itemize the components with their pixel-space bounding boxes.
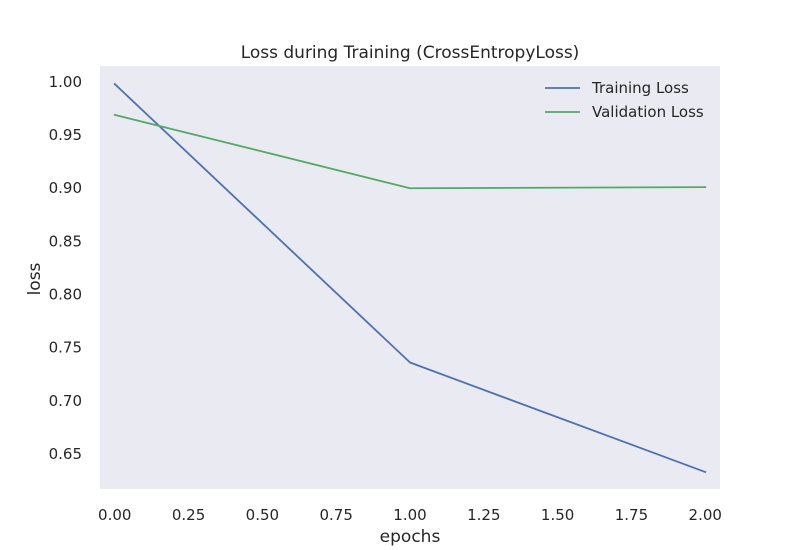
y-tick-label: 0.85	[49, 232, 82, 250]
plot-area	[100, 66, 720, 489]
y-tick-label: 0.65	[49, 445, 82, 463]
y-tick-label: 0.75	[49, 339, 82, 357]
x-tick-label: 1.75	[615, 506, 648, 524]
x-tick-label: 1.00	[393, 506, 426, 524]
y-tick-label: 0.70	[49, 392, 82, 410]
y-tick-label: 0.90	[49, 179, 82, 197]
y-axis-ticks: 0.65 0.70 0.75 0.80 0.85 0.90 0.95 1.00	[49, 73, 82, 463]
chart-title: Loss during Training (CrossEntropyLoss)	[241, 43, 580, 63]
y-axis-label: loss	[25, 262, 45, 295]
x-tick-label: 0.75	[319, 506, 352, 524]
series-layer	[113, 82, 707, 474]
x-tick-label: 0.50	[246, 506, 279, 524]
x-axis-ticks: 0.00 0.25 0.50 0.75 1.00 1.25 1.50 1.75 2.00	[98, 506, 722, 524]
x-tick-label: 1.50	[541, 506, 574, 524]
y-tick-label: 0.80	[49, 286, 82, 304]
x-axis-label: epochs	[380, 527, 441, 547]
legend: Training Loss Validation Loss	[545, 79, 704, 121]
x-tick-label: 0.25	[172, 506, 205, 524]
x-tick-label: 0.00	[98, 506, 131, 524]
series-line-training-loss	[113, 82, 707, 474]
x-tick-label: 1.25	[467, 506, 500, 524]
y-tick-label: 1.00	[49, 73, 82, 91]
y-tick-label: 0.95	[49, 126, 82, 144]
legend-label-validation-loss: Validation Loss	[592, 103, 704, 121]
legend-label-training-loss: Training Loss	[591, 79, 689, 97]
series-line-validation-loss	[113, 113, 707, 190]
x-tick-label: 2.00	[689, 506, 722, 524]
